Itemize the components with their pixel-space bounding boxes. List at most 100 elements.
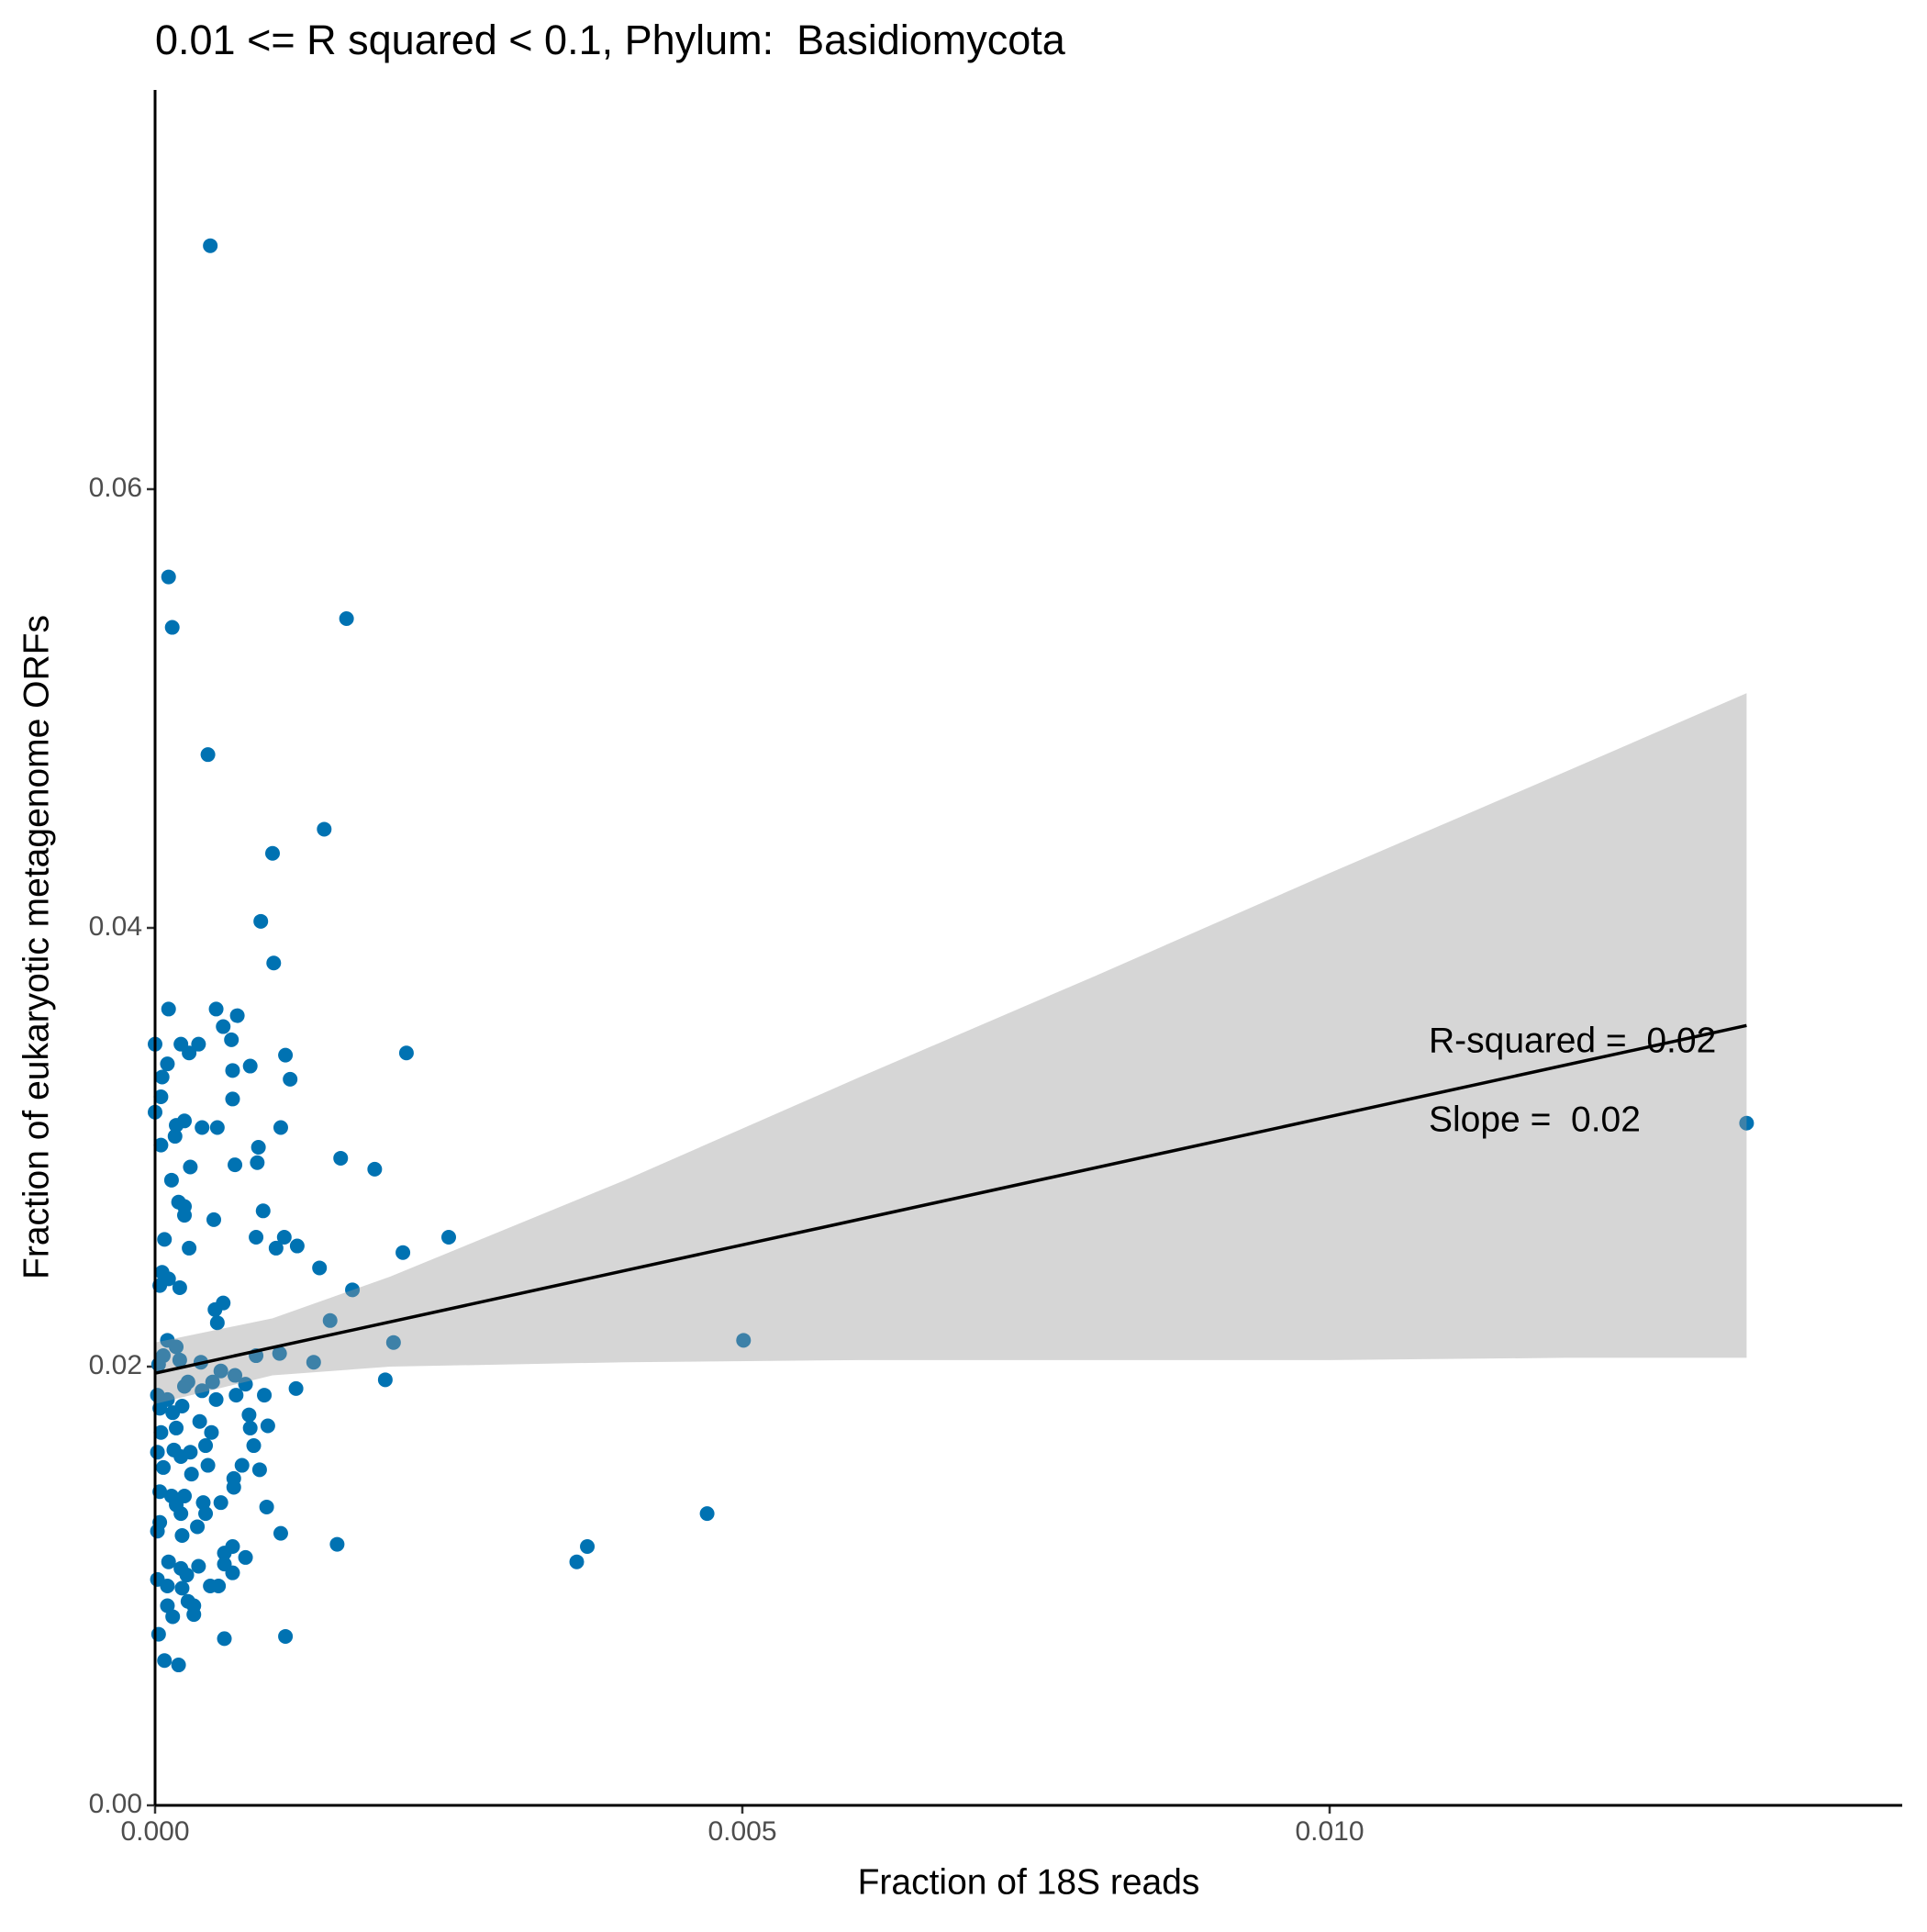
point: [289, 1238, 305, 1254]
point: [183, 1159, 198, 1175]
chart-title: 0.01 <= R squared < 0.1, Phylum: Basidio…: [155, 17, 1066, 63]
point: [259, 1499, 274, 1514]
point: [208, 1001, 224, 1017]
point: [441, 1229, 456, 1245]
point: [736, 1333, 752, 1348]
point: [1739, 1115, 1754, 1131]
point: [150, 1626, 166, 1642]
point: [234, 1457, 250, 1473]
point: [167, 1129, 183, 1145]
point: [169, 1420, 184, 1435]
point: [190, 1519, 206, 1535]
point: [150, 1524, 165, 1539]
point: [251, 1139, 266, 1155]
point: [367, 1161, 383, 1177]
point: [265, 845, 280, 861]
point: [306, 1355, 321, 1370]
point: [225, 1091, 240, 1107]
point: [179, 1568, 195, 1583]
point: [182, 1045, 197, 1061]
point: [177, 1379, 192, 1394]
point: [228, 1388, 244, 1403]
point: [224, 1032, 239, 1047]
point: [177, 1208, 192, 1223]
point: [208, 1391, 224, 1407]
point: [200, 747, 216, 763]
point: [333, 1150, 349, 1166]
point: [225, 1565, 240, 1580]
point: [213, 1495, 228, 1511]
point: [238, 1377, 253, 1392]
point: [255, 1203, 271, 1219]
point: [249, 1229, 264, 1245]
point: [171, 1658, 186, 1673]
point: [317, 821, 332, 837]
point: [283, 1071, 298, 1087]
y-tick-label: 0.04: [89, 911, 142, 942]
point: [173, 1448, 189, 1464]
y-axis-title: Fraction of eukaryotic metagenome ORFs: [17, 615, 56, 1279]
point: [157, 1653, 173, 1669]
point: [160, 1578, 175, 1593]
point: [153, 1137, 169, 1153]
point: [160, 1598, 175, 1614]
point: [161, 1554, 176, 1569]
point: [246, 1438, 262, 1454]
point: [339, 610, 354, 626]
point: [163, 1172, 179, 1188]
point: [569, 1554, 585, 1569]
point: [241, 1407, 257, 1423]
point: [157, 1232, 173, 1247]
x-tick-label: 0.000: [120, 1816, 189, 1847]
point: [251, 1462, 267, 1478]
point: [173, 1506, 189, 1522]
x-tick-label: 0.010: [1295, 1816, 1364, 1847]
y-tick-label: 0.06: [89, 473, 142, 503]
point: [272, 1346, 287, 1361]
point: [182, 1240, 197, 1256]
y-tick-label: 0.02: [89, 1350, 142, 1380]
point: [225, 1063, 240, 1078]
point: [172, 1279, 187, 1295]
point: [257, 1388, 273, 1403]
point: [268, 1240, 284, 1256]
point: [217, 1546, 232, 1561]
point: [385, 1335, 401, 1350]
point: [200, 1457, 216, 1473]
point: [204, 1424, 219, 1440]
annotation: Slope = 0.02: [1429, 1100, 1641, 1139]
point: [174, 1580, 190, 1596]
point: [229, 1008, 245, 1023]
point: [580, 1538, 596, 1554]
point: [242, 1058, 258, 1074]
point: [161, 1001, 176, 1017]
point: [150, 1445, 165, 1460]
point: [226, 1480, 241, 1495]
point: [322, 1312, 338, 1328]
point: [288, 1380, 304, 1396]
point: [153, 1089, 169, 1105]
confidence-band: [155, 693, 1747, 1404]
point: [161, 569, 176, 585]
point: [203, 238, 218, 253]
point: [198, 1506, 214, 1522]
point: [192, 1413, 207, 1429]
point: [154, 1069, 170, 1085]
point: [211, 1578, 227, 1593]
point: [216, 1019, 231, 1034]
point: [191, 1036, 206, 1052]
y-tick-label: 0.00: [89, 1789, 142, 1819]
x-axis-title: Fraction of 18S reads: [858, 1862, 1200, 1902]
point: [198, 1438, 214, 1454]
point: [164, 620, 180, 635]
point: [160, 1056, 175, 1072]
point: [205, 1374, 220, 1390]
point: [266, 955, 282, 971]
point: [207, 1301, 223, 1317]
point: [278, 1628, 294, 1644]
fit-line: [154, 1023, 1747, 1375]
point: [184, 1467, 199, 1482]
point: [312, 1260, 328, 1276]
point: [169, 1118, 184, 1134]
